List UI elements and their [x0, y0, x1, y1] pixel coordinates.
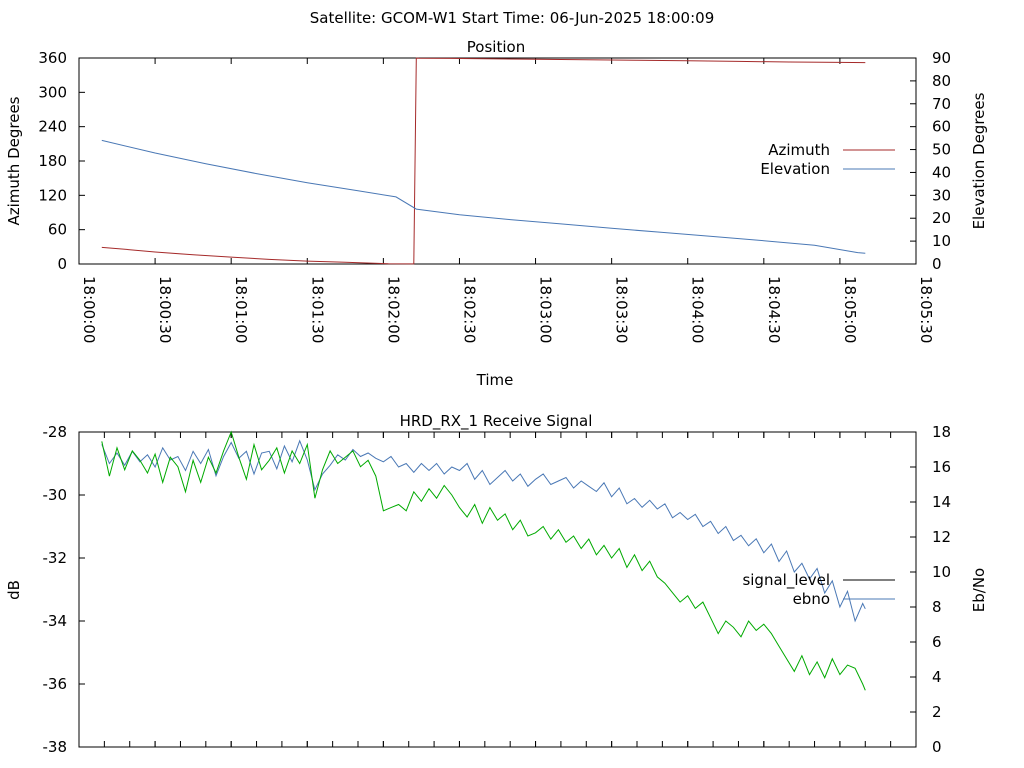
- receive-signal-chart: HRD_RX_1 Receive Signal -38 -36 -34 -32 -30 -…: [5, 412, 988, 756]
- x-tick-label: 18:02:00: [384, 276, 402, 343]
- series-line-series-2: [101, 430, 866, 691]
- y2-tick-label: 12: [932, 528, 951, 546]
- receive-signal-chart-title: HRD_RX_1 Receive Signal: [400, 412, 593, 431]
- y-tick-label: -38: [43, 738, 68, 756]
- y2-tick-label: 70: [932, 95, 951, 113]
- y2-tick-label: 8: [932, 598, 942, 616]
- y2-tick-label: 18: [932, 423, 951, 441]
- y-tick-label: -32: [43, 549, 68, 567]
- y-tick-label: 360: [38, 49, 67, 67]
- y2-tick-label: 50: [932, 141, 951, 159]
- signal-y-axis-label: dB: [5, 580, 23, 600]
- y-tick-label: 180: [38, 152, 67, 170]
- x-tick-label: 18:01:30: [308, 276, 326, 343]
- x-tick-label: 18:03:30: [613, 276, 631, 343]
- y-tick-label: -34: [43, 612, 68, 630]
- signal-y2-axis-label: Eb/No: [970, 568, 988, 612]
- y-tick-label: 240: [38, 118, 67, 136]
- y2-tick-label: 0: [932, 255, 942, 273]
- y2-tick-label: 30: [932, 186, 951, 204]
- y2-tick-label: 14: [932, 493, 951, 511]
- x-tick-label: 18:04:00: [689, 276, 707, 343]
- legend-label-ebno: ebno: [793, 590, 830, 608]
- y-tick-label: 120: [38, 186, 67, 204]
- x-tick-label: 18:03:00: [537, 276, 555, 343]
- x-tick-label: 18:02:30: [460, 276, 478, 343]
- series-line-elevation: [101, 139, 866, 254]
- x-tick-label: 18:00:00: [80, 276, 98, 343]
- y2-tick-label: 40: [932, 163, 951, 181]
- x-tick-label: 18:04:30: [765, 276, 783, 343]
- position-y-axis-label: Azimuth Degrees: [5, 96, 23, 225]
- page-title: Satellite: GCOM-W1 Start Time: 06-Jun-20…: [310, 9, 715, 27]
- y-tick-label: 300: [38, 83, 67, 101]
- legend-label-azimuth: Azimuth: [768, 141, 830, 159]
- y2-tick-label: 90: [932, 49, 951, 67]
- y-tick-label: -36: [43, 675, 68, 693]
- y2-tick-label: 0: [932, 738, 942, 756]
- signal-plot-frame: [78, 431, 917, 748]
- legend-label-signal-level: signal_level: [742, 571, 830, 590]
- y2-tick-label: 4: [932, 668, 942, 686]
- legend-label-elevation: Elevation: [760, 160, 830, 178]
- position-x-axis-label: Time: [476, 371, 514, 389]
- y2-tick-label: 20: [932, 209, 951, 227]
- y2-tick-label: 16: [932, 458, 951, 476]
- series-line-ebno: [101, 439, 866, 623]
- x-tick-label: 18:00:30: [156, 276, 174, 343]
- y2-tick-label: 10: [932, 232, 951, 250]
- y-tick-label: 0: [57, 255, 67, 273]
- y2-tick-label: 10: [932, 563, 951, 581]
- y-tick-label: -30: [43, 486, 68, 504]
- series-line-azimuth: [101, 57, 866, 265]
- position-chart-title: Position: [467, 38, 525, 56]
- y2-tick-label: 6: [932, 633, 942, 651]
- y2-tick-label: 80: [932, 72, 951, 90]
- y2-tick-label: 60: [932, 118, 951, 136]
- position-y2-axis-label: Elevation Degrees: [970, 92, 988, 229]
- x-tick-label: 18:05:30: [917, 276, 935, 343]
- y-tick-label: -28: [43, 423, 68, 441]
- y2-tick-label: 2: [932, 703, 942, 721]
- y-tick-label: 60: [48, 221, 67, 239]
- x-tick-label: 18:05:00: [841, 276, 859, 343]
- position-chart: Position 18:00:00 18:00:30 18:01:00 18:01:3…: [5, 38, 988, 389]
- x-tick-label: 18:01:00: [232, 276, 250, 343]
